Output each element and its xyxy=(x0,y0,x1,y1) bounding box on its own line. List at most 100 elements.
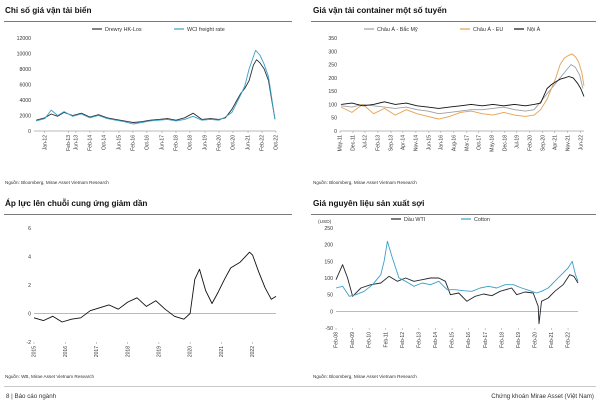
chart4-ytick-3: 100 xyxy=(324,276,333,282)
chart1-source: Nguồn: Bloomberg, Mirae Asset Vietnam Re… xyxy=(5,180,109,185)
chart1-xtick-label-12: Feb-20 xyxy=(217,135,223,151)
chart2-legend-label-0: Châu Á - Bắc Mỹ xyxy=(377,26,418,33)
chart4-ytick-5: 200 xyxy=(324,243,333,249)
chart4-source: Nguồn: Bloomberg, Mirae Asset Vietnam Re… xyxy=(313,374,417,379)
chart2-xtick-label-17: Apr-21 xyxy=(552,135,558,150)
chart3-ytick-2: 2 xyxy=(28,283,31,289)
chart3-top-rule xyxy=(4,214,292,215)
chart1-xtick-label-7: Oct-16 xyxy=(145,135,151,150)
chart3-xtick-label-3: 2018 xyxy=(125,346,131,357)
chart4-xtick-label-14: Feb-22 xyxy=(566,332,572,348)
chart1-xtick-label-5: Jun-15 xyxy=(117,135,123,151)
chart2-xtick-label-9: Aug-16 xyxy=(451,135,457,151)
chart2-xtick-label-14: Jul-19 xyxy=(514,135,520,149)
chart2-xtick-label-7: Jun-15 xyxy=(427,135,433,151)
chart2-xtick-label-10: Mar-17 xyxy=(464,135,470,151)
chart2-legend-label-1: Châu Á - EU xyxy=(473,26,503,33)
chart4-ytick-1: 0 xyxy=(330,309,333,315)
chart1-xtick-label-4: Oct-14 xyxy=(102,135,108,150)
chart2-xtick-label-2: Jul-12 xyxy=(363,135,369,149)
chart2-series-2-line xyxy=(341,76,585,109)
chart3-xtick-label-7: 2022 xyxy=(250,346,256,357)
chart1-xtick-label-0: Jan-12 xyxy=(42,135,48,151)
chart4-y-unit: (USD) xyxy=(318,219,332,225)
chart1-ytick-3: 6000 xyxy=(19,83,31,89)
chart2-xtick-label-11: Oct-17 xyxy=(476,135,482,150)
chart3-series-0-line xyxy=(33,251,277,323)
chart2-xtick-label-6: Nov-14 xyxy=(414,135,420,151)
chart2-xtick-label-16: Sep-20 xyxy=(540,135,546,151)
chart1-ytick-0: 0 xyxy=(28,129,31,135)
chart2-xtick-label-8: Jan-16 xyxy=(438,135,444,151)
chart4-plot: -50 0 50 100 150 200 250 Feb-08 Feb-09 Feb-10 Feb-… xyxy=(318,217,579,348)
chart4-xtick-label-6: Feb-14 xyxy=(433,332,439,348)
chart1-xtick-label-9: Feb-18 xyxy=(174,135,180,151)
footer-left: 8 | Báo cáo ngành xyxy=(6,393,57,400)
chart1-ytick-5: 10000 xyxy=(17,52,32,58)
chart2-ytick-5: 250 xyxy=(328,63,337,69)
chart1-ytick-1: 2000 xyxy=(19,114,31,120)
chart4-xtick-label-13: Feb-21 xyxy=(549,332,555,348)
chart2-xtick-label-15: Feb-20 xyxy=(527,135,533,151)
chart2-xtick-label-4: Sep-13 xyxy=(389,135,395,151)
chart4-xtick-label-12: Feb-20 xyxy=(533,332,539,348)
chart4-legend-label-0: Dầu WTI xyxy=(404,217,425,223)
chart2-top-rule xyxy=(311,21,596,22)
chart2-xtick-label-3: Feb-13 xyxy=(376,135,382,151)
footer-rule xyxy=(4,386,596,387)
chart4-xtick-label-10: Feb-18 xyxy=(499,332,505,348)
chart3-xtick-label-5: 2020 xyxy=(188,346,194,357)
chart4-xtick-label-11: Feb-19 xyxy=(516,332,522,348)
chart1-xtick-label-15: Feb-22 xyxy=(260,135,266,151)
chart4-xtick-label-5: Feb-13 xyxy=(416,332,422,348)
chart4-xtick-label-3: Feb-11 xyxy=(383,332,389,348)
chart1-series-0-line xyxy=(36,59,276,123)
chart2-legend-label-2: Nội Á xyxy=(527,26,541,33)
chart2-xtick-label-19: Jun-22 xyxy=(578,135,584,151)
chart2-xtick-label-5: Apr-14 xyxy=(400,135,406,150)
chart2-ytick-7: 350 xyxy=(328,36,337,42)
chart1-title: Chỉ số giá vận tải biển xyxy=(5,6,92,15)
chart3-ytick-3: 4 xyxy=(28,255,31,261)
chart1-legend-label-0: Drewry HK-Los xyxy=(105,27,142,33)
chart3-xtick-label-2: 2017 xyxy=(94,346,100,357)
chart2-xtick-label-13: Dec-18 xyxy=(502,135,508,151)
chart3-xtick-label-0: 2015 xyxy=(32,346,38,357)
chart4-ytick-4: 150 xyxy=(324,259,333,265)
chart2-series-1-line xyxy=(340,53,585,120)
chart2-series-0-line xyxy=(341,64,584,115)
chart4-xtick-label-8: Feb-16 xyxy=(466,332,472,348)
chart2-source: Nguồn: Bloomberg, Mirae Asset Vietnam Re… xyxy=(313,180,417,185)
chart1-xtick-label-3: Feb-14 xyxy=(88,135,94,151)
chart2-ytick-0: 0 xyxy=(334,129,337,135)
chart3-ytick-0: -2 xyxy=(26,340,31,346)
chart1-xtick-label-16: Oct-22 xyxy=(274,135,280,150)
chart1-ytick-2: 4000 xyxy=(19,98,31,104)
chart3-source: Nguồn: WB, Mirae Asset Vietnam Research xyxy=(5,374,95,379)
chart4-xtick-label-1: Feb-09 xyxy=(350,332,356,348)
chart3-title: Áp lực lên chuỗi cung ứng giảm dần xyxy=(5,199,148,208)
chart1-top-rule xyxy=(4,21,292,22)
chart1-xtick-label-2: Jun-13 xyxy=(74,135,80,151)
chart2-ytick-2: 100 xyxy=(328,102,337,108)
chart4-ytick-6: 250 xyxy=(324,226,333,232)
chart4-title: Giá nguyên liệu sản xuất sợi xyxy=(313,199,425,208)
chart4-xtick-label-7: Feb-15 xyxy=(450,332,456,348)
chart3-xtick-label-1: 2016 xyxy=(63,346,69,357)
chart4-xtick-label-2: Feb-10 xyxy=(367,332,373,348)
chart4-xtick-label-9: Feb-17 xyxy=(483,332,489,348)
chart2-ytick-1: 50 xyxy=(331,116,337,122)
chart1-xtick-label-1: Feb-13 xyxy=(66,135,72,151)
chart4-xtick-label-0: Feb-08 xyxy=(334,332,340,348)
chart2-ytick-4: 200 xyxy=(328,76,337,82)
chart1-series-1-line xyxy=(36,49,276,125)
chart4-ytick-0: -50 xyxy=(326,326,334,332)
chart4-legend-label-1: Cotton xyxy=(474,217,490,223)
chart4-xtick-label-4: Feb-12 xyxy=(400,332,406,348)
chart2-plot: 0 50 100 150 200 250 300 350 May-11 Dec-11 Jul-12 F… xyxy=(328,26,585,152)
chart1-xtick-label-10: Oct-18 xyxy=(188,135,194,150)
chart1-xtick-label-6: Feb-16 xyxy=(131,135,137,151)
chart2-xtick-label-1: Dec-11 xyxy=(351,135,357,151)
chart4-top-rule xyxy=(311,214,596,215)
